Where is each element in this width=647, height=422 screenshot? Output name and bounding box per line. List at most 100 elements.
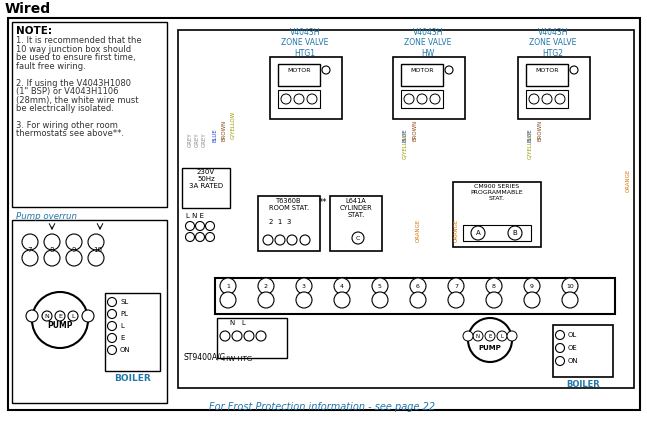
- Text: ON: ON: [120, 347, 131, 353]
- Text: G/YELLOW: G/YELLOW: [527, 131, 532, 159]
- Circle shape: [372, 278, 388, 294]
- Circle shape: [88, 250, 104, 266]
- Bar: [526, 64, 568, 86]
- Bar: [401, 64, 443, 86]
- Text: 8: 8: [492, 284, 496, 289]
- Bar: [526, 90, 568, 108]
- Circle shape: [220, 292, 236, 308]
- Text: For Frost Protection information - see page 22: For Frost Protection information - see p…: [209, 402, 435, 412]
- Circle shape: [107, 333, 116, 343]
- Circle shape: [206, 222, 215, 230]
- Text: BROWN: BROWN: [538, 119, 542, 141]
- Circle shape: [256, 331, 266, 341]
- Circle shape: [296, 292, 312, 308]
- Text: 4: 4: [340, 284, 344, 289]
- Text: ST9400A/C: ST9400A/C: [183, 352, 225, 361]
- Circle shape: [529, 94, 539, 104]
- Circle shape: [542, 94, 552, 104]
- Circle shape: [448, 292, 464, 308]
- Text: 9: 9: [71, 247, 76, 253]
- Circle shape: [258, 292, 274, 308]
- Text: 7: 7: [454, 284, 458, 289]
- Text: 7: 7: [27, 247, 32, 253]
- Circle shape: [372, 292, 388, 308]
- Circle shape: [562, 278, 578, 294]
- Circle shape: [244, 331, 254, 341]
- Circle shape: [486, 292, 502, 308]
- Circle shape: [281, 94, 291, 104]
- Text: L641A
CYLINDER
STAT.: L641A CYLINDER STAT.: [340, 198, 373, 218]
- Circle shape: [570, 66, 578, 74]
- Circle shape: [430, 94, 440, 104]
- Circle shape: [26, 310, 38, 322]
- Circle shape: [468, 318, 512, 362]
- Text: MOTOR: MOTOR: [410, 68, 433, 73]
- Text: BROWN: BROWN: [221, 119, 226, 141]
- Circle shape: [294, 94, 304, 104]
- Circle shape: [473, 331, 483, 341]
- Circle shape: [42, 311, 52, 321]
- Text: N   L: N L: [230, 320, 246, 326]
- Text: T6360B
ROOM STAT.: T6360B ROOM STAT.: [269, 198, 309, 211]
- Text: E: E: [58, 314, 62, 319]
- Circle shape: [463, 331, 473, 341]
- Text: L: L: [501, 333, 503, 338]
- Text: ON: ON: [568, 358, 578, 364]
- Text: be used to ensure first time,: be used to ensure first time,: [16, 53, 136, 62]
- Circle shape: [66, 250, 82, 266]
- Circle shape: [275, 235, 285, 245]
- Text: V4043H
ZONE VALVE
HW: V4043H ZONE VALVE HW: [404, 28, 452, 58]
- Circle shape: [296, 278, 312, 294]
- Bar: [393, 57, 465, 119]
- Text: V4043H
ZONE VALVE
HTG1: V4043H ZONE VALVE HTG1: [281, 28, 329, 58]
- Text: PUMP: PUMP: [47, 322, 72, 330]
- Circle shape: [44, 250, 60, 266]
- Text: 5: 5: [378, 284, 382, 289]
- Text: G/YELLOW: G/YELLOW: [402, 131, 408, 159]
- Circle shape: [220, 278, 236, 294]
- Text: 10: 10: [93, 247, 102, 253]
- Circle shape: [195, 222, 204, 230]
- Text: CM900 SERIES
PROGRAMMABLE
STAT.: CM900 SERIES PROGRAMMABLE STAT.: [470, 184, 523, 200]
- Circle shape: [263, 235, 273, 245]
- Circle shape: [32, 292, 88, 348]
- Circle shape: [524, 292, 540, 308]
- Circle shape: [556, 330, 564, 340]
- Bar: [105, 293, 160, 371]
- Text: E: E: [488, 333, 492, 338]
- Text: 2: 2: [264, 284, 268, 289]
- Text: B: B: [512, 230, 518, 236]
- Text: GREY: GREY: [188, 133, 193, 147]
- Bar: [453, 182, 541, 247]
- Text: PUMP: PUMP: [479, 345, 501, 351]
- Circle shape: [417, 94, 427, 104]
- Circle shape: [107, 322, 116, 330]
- Bar: [278, 64, 320, 86]
- Text: (28mm), the white wire must: (28mm), the white wire must: [16, 95, 138, 105]
- Text: be electrically isolated.: be electrically isolated.: [16, 104, 114, 113]
- Text: BOILER: BOILER: [566, 380, 600, 389]
- Circle shape: [352, 232, 364, 244]
- Text: OL: OL: [568, 332, 577, 338]
- Text: L: L: [120, 323, 124, 329]
- Bar: [215, 278, 615, 314]
- Text: BLUE: BLUE: [402, 128, 408, 142]
- Circle shape: [220, 331, 230, 341]
- Text: 8: 8: [49, 247, 54, 253]
- Bar: [270, 57, 342, 119]
- Text: 2. If using the V4043H1080: 2. If using the V4043H1080: [16, 78, 131, 87]
- Circle shape: [107, 309, 116, 319]
- Circle shape: [22, 234, 38, 250]
- Text: NOTE:: NOTE:: [16, 26, 52, 36]
- Circle shape: [404, 94, 414, 104]
- Bar: [182, 168, 230, 208]
- Circle shape: [410, 278, 426, 294]
- Text: L: L: [71, 314, 75, 319]
- Circle shape: [107, 298, 116, 306]
- Text: G/YELLOW: G/YELLOW: [230, 111, 236, 139]
- Bar: [518, 57, 590, 119]
- Circle shape: [186, 222, 195, 230]
- Bar: [217, 318, 287, 358]
- Circle shape: [195, 233, 204, 241]
- Circle shape: [107, 346, 116, 354]
